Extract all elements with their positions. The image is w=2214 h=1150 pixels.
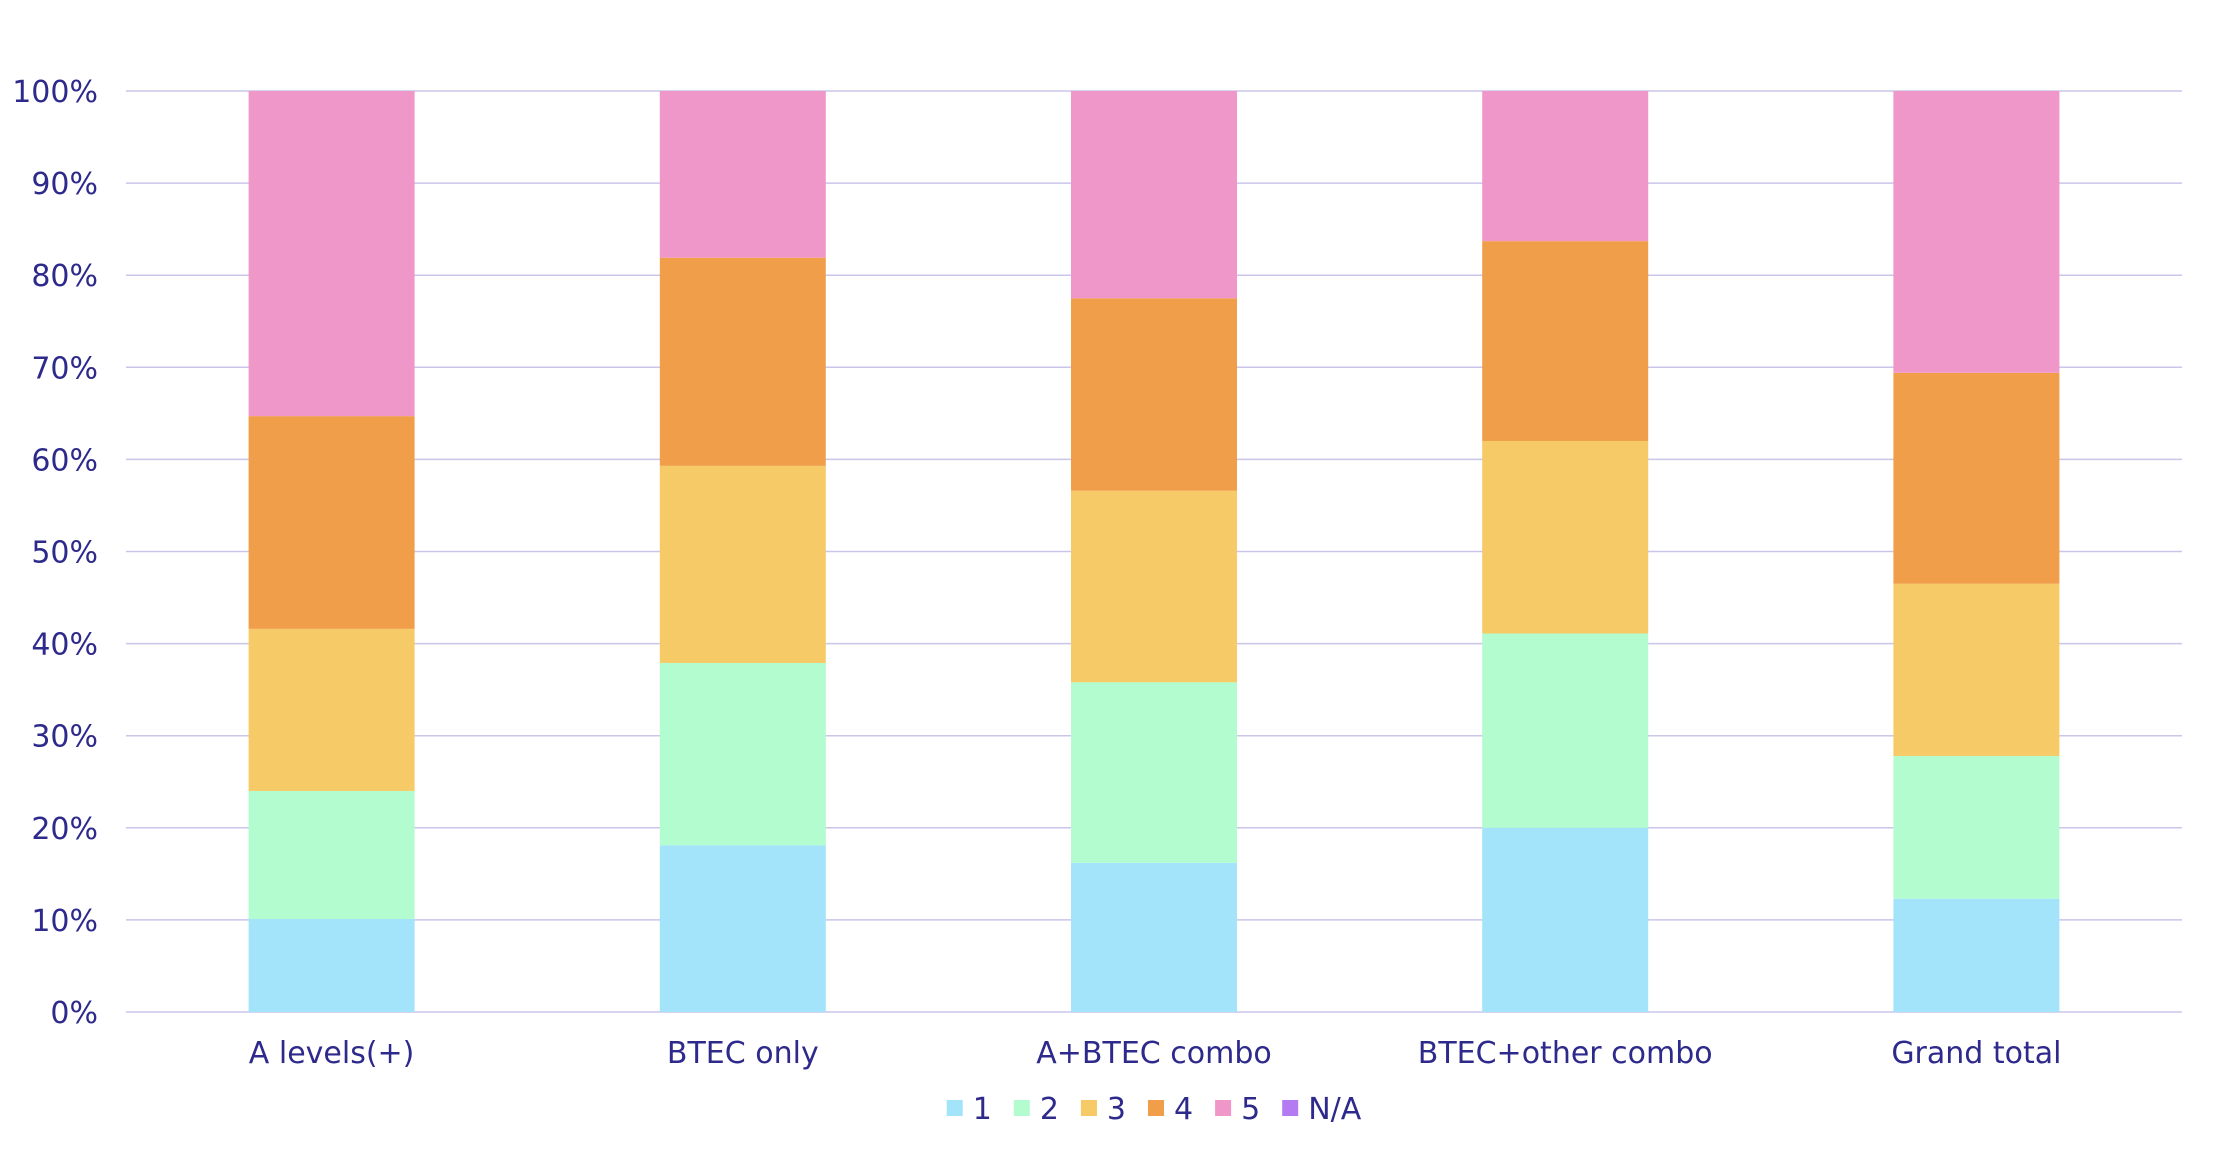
bars bbox=[248, 91, 2060, 1012]
x-axis-category-labels: A levels(+) BTEC only A+BTEC combo BTEC+oth… bbox=[249, 1036, 2062, 1071]
bar-segment-2 bbox=[1071, 682, 1237, 863]
bar-stack bbox=[1071, 91, 1237, 1012]
y-axis-tick-labels: 0% 10% 20% 30% 40% 50% 60% 70% 80% 90% 100% bbox=[12, 75, 98, 1031]
bar-segment-4 bbox=[1893, 372, 2060, 584]
y-tick-label: 100% bbox=[12, 75, 98, 110]
y-tick-label: 10% bbox=[31, 904, 98, 939]
bar-segment-2 bbox=[248, 790, 415, 919]
bar-stack bbox=[1482, 91, 1649, 1012]
bar-segment-3 bbox=[1893, 583, 2060, 756]
bar-segment-1 bbox=[248, 918, 415, 1012]
bar-segment-4 bbox=[659, 257, 826, 466]
bar-segment-5 bbox=[1482, 91, 1649, 242]
bar-stack bbox=[659, 91, 826, 1012]
x-category-label: BTEC+other combo bbox=[1418, 1036, 1713, 1071]
legend-label: 1 bbox=[973, 1092, 992, 1127]
y-tick-label: 30% bbox=[31, 720, 98, 755]
y-tick-label: 80% bbox=[31, 259, 98, 294]
bar-stack bbox=[248, 91, 415, 1012]
legend-swatch bbox=[1215, 1100, 1232, 1116]
y-tick-label: 0% bbox=[50, 996, 98, 1031]
x-category-label: Grand total bbox=[1891, 1036, 2061, 1071]
bar-segment-5 bbox=[248, 91, 415, 417]
legend-swatch bbox=[1148, 1100, 1165, 1116]
bar-segment-4 bbox=[1482, 241, 1649, 441]
legend-label: N/A bbox=[1308, 1092, 1362, 1127]
bar-segment-2 bbox=[1893, 755, 2060, 899]
x-category-label: A levels(+) bbox=[249, 1036, 415, 1071]
bar-segment-4 bbox=[248, 416, 415, 629]
y-tick-label: 90% bbox=[31, 167, 98, 202]
y-tick-label: 20% bbox=[31, 812, 98, 847]
bar-segment-3 bbox=[1482, 440, 1649, 634]
y-tick-label: 50% bbox=[31, 536, 98, 571]
legend: 1 2 3 4 5 N/A bbox=[946, 1092, 1362, 1127]
legend-label: 3 bbox=[1107, 1092, 1126, 1127]
legend-swatch bbox=[1080, 1100, 1097, 1116]
legend-swatch bbox=[1282, 1100, 1299, 1116]
bar-segment-5 bbox=[1071, 91, 1237, 299]
y-tick-label: 70% bbox=[31, 351, 98, 386]
bar-segment-3 bbox=[659, 465, 826, 663]
legend-swatch bbox=[1013, 1100, 1030, 1116]
y-tick-label: 60% bbox=[31, 443, 98, 478]
x-category-label: BTEC only bbox=[667, 1036, 819, 1071]
bar-segment-4 bbox=[1071, 298, 1237, 491]
bar-segment-5 bbox=[1893, 91, 2060, 373]
bar-segment-1 bbox=[1482, 827, 1649, 1012]
x-category-label: A+BTEC combo bbox=[1036, 1036, 1271, 1071]
bar-segment-1 bbox=[659, 845, 826, 1012]
bar-stack bbox=[1893, 91, 2060, 1012]
legend-label: 5 bbox=[1241, 1092, 1260, 1127]
bar-segment-2 bbox=[659, 662, 826, 846]
bar-segment-3 bbox=[248, 628, 415, 791]
y-tick-label: 40% bbox=[31, 628, 98, 663]
legend-swatch bbox=[946, 1100, 963, 1116]
bar-segment-1 bbox=[1893, 898, 2060, 1012]
legend-label: 2 bbox=[1040, 1092, 1059, 1127]
bar-segment-1 bbox=[1071, 862, 1237, 1012]
bar-segment-2 bbox=[1482, 633, 1649, 828]
bar-segment-3 bbox=[1071, 490, 1237, 683]
legend-label: 4 bbox=[1174, 1092, 1193, 1127]
bar-segment-5 bbox=[659, 91, 826, 258]
